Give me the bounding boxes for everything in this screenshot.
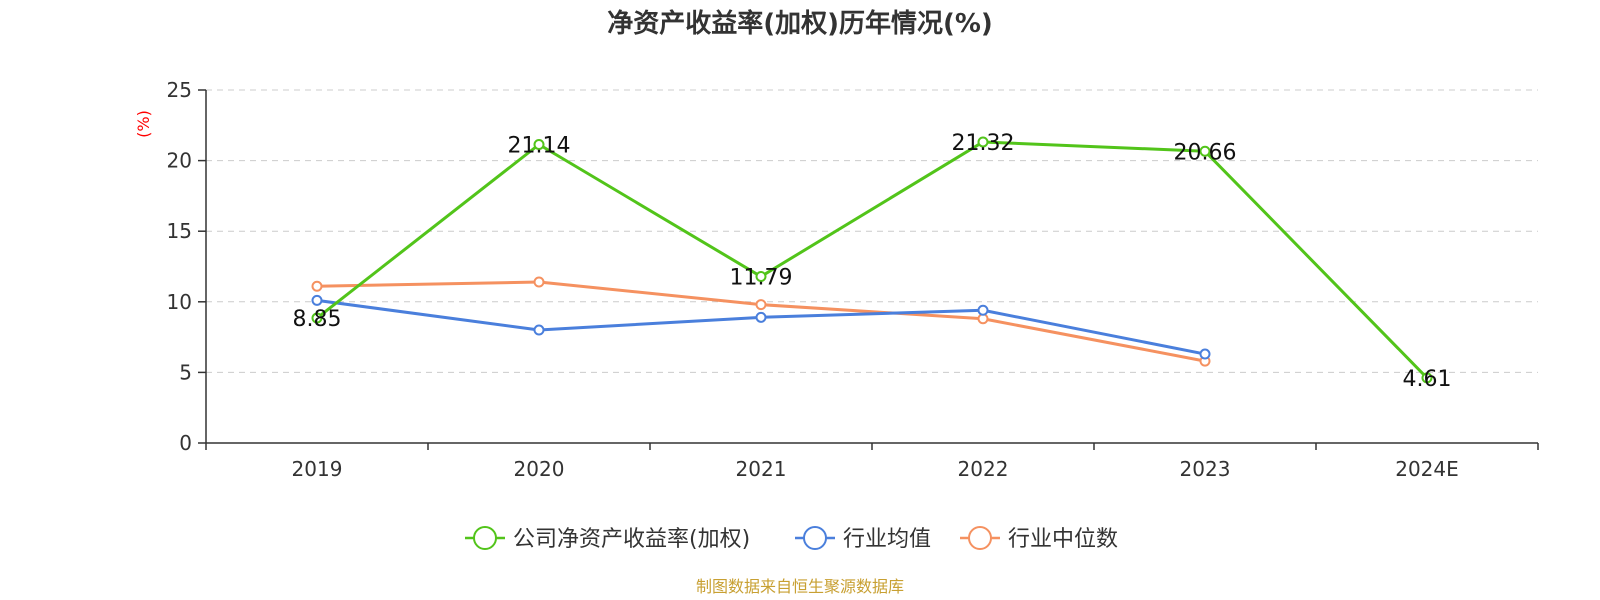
- data-point: [977, 136, 989, 148]
- data-label: 21.14: [508, 134, 571, 159]
- legend-label: 行业中位数: [1008, 527, 1118, 552]
- data-point: [1199, 348, 1211, 360]
- y-tick-label: 15: [167, 219, 192, 243]
- data-point: [533, 276, 545, 288]
- y-axis-label: (%): [134, 110, 153, 138]
- series-line: [316, 140, 1429, 379]
- data-point: [977, 304, 989, 316]
- grid: [206, 89, 1538, 373]
- data-point: [311, 294, 323, 306]
- legend-item[interactable]: 公司净资产收益率(加权): [465, 526, 750, 552]
- legend-circle-icon: [803, 526, 827, 550]
- legend-label: 公司净资产收益率(加权): [513, 527, 750, 552]
- y-tick-label: 0: [179, 431, 192, 455]
- chart-title: 净资产收益率(加权)历年情况(%): [607, 8, 993, 39]
- data-labels: 8.85 21.14 11.79 21.32 20.66 4.61: [293, 131, 1452, 392]
- series: [311, 136, 1433, 384]
- legend-circle-icon: [473, 526, 497, 550]
- data-point: [533, 139, 545, 151]
- legend-label: 行业均值: [843, 527, 931, 552]
- legend-item[interactable]: 行业均值: [795, 526, 931, 552]
- x-tick-label: 2024E: [1395, 457, 1459, 481]
- y-tick-label: 20: [167, 149, 192, 173]
- data-label: 21.32: [952, 131, 1015, 156]
- y-tick-label: 5: [179, 360, 192, 384]
- data-label: 11.79: [730, 266, 793, 291]
- axes: 0 5 10 15 20 25 2019 2020 2021 2022 2023 2024E: [167, 78, 1539, 481]
- x-tick-label: 2019: [292, 457, 343, 481]
- legend[interactable]: 公司净资产收益率(加权) 行业均值 行业中位数: [465, 526, 1118, 552]
- data-label: 20.66: [1174, 140, 1237, 165]
- data-point: [755, 311, 767, 323]
- data-point: [311, 280, 323, 292]
- source-note: 制图数据来自恒生聚源数据库: [696, 577, 904, 596]
- x-tick-label: 2023: [1180, 457, 1231, 481]
- data-label: 8.85: [293, 307, 342, 332]
- legend-circle-icon: [968, 526, 992, 550]
- y-tick-label: 10: [167, 290, 192, 314]
- x-tick-label: 2021: [736, 457, 787, 481]
- data-point: [1421, 372, 1433, 384]
- x-tick-label: 2020: [514, 457, 565, 481]
- data-point: [755, 271, 767, 283]
- x-tick-label: 2022: [958, 457, 1009, 481]
- data-point: [533, 324, 545, 336]
- legend-item[interactable]: 行业中位数: [960, 526, 1118, 552]
- data-point: [311, 312, 323, 324]
- data-point: [1199, 145, 1211, 157]
- data-label: 4.61: [1403, 367, 1452, 392]
- y-tick-label: 25: [167, 78, 192, 102]
- data-point: [755, 299, 767, 311]
